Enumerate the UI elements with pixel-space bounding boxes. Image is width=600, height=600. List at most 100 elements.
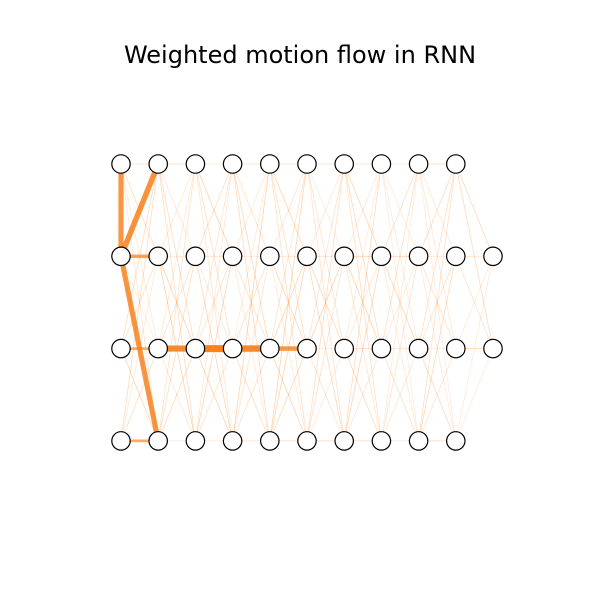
flow-edge bbox=[380, 255, 420, 442]
flow-edge bbox=[269, 255, 308, 350]
flow-edge bbox=[455, 163, 494, 350]
flow-edge bbox=[157, 163, 196, 257]
flow-edge bbox=[418, 255, 457, 442]
flow-edge bbox=[455, 255, 494, 442]
flow-edge bbox=[157, 163, 196, 442]
rnn-node bbox=[297, 338, 317, 359]
flow-edge bbox=[380, 163, 420, 350]
flow-edge bbox=[194, 348, 234, 442]
flow-edge bbox=[269, 163, 308, 442]
rnn-node bbox=[185, 246, 206, 267]
flow-edge bbox=[418, 255, 457, 442]
flow-edge bbox=[380, 163, 420, 442]
rnn-node bbox=[445, 246, 466, 267]
flow-edge bbox=[418, 163, 457, 442]
flow-edge bbox=[418, 163, 457, 350]
flow-edge bbox=[306, 348, 345, 442]
flow-edge bbox=[232, 163, 271, 350]
rnn-node bbox=[185, 431, 206, 451]
flow-edge bbox=[343, 163, 382, 442]
rnn-node bbox=[148, 338, 168, 359]
flow-edge bbox=[306, 348, 345, 442]
flow-edge bbox=[306, 163, 345, 442]
flow-edge bbox=[269, 163, 308, 350]
nodes-layer bbox=[111, 154, 503, 451]
flow-edge bbox=[343, 255, 382, 350]
flow-edge bbox=[232, 255, 271, 350]
flow-edge bbox=[120, 255, 159, 350]
flow-edge bbox=[380, 348, 420, 442]
flow-edge bbox=[194, 163, 234, 350]
rnn-node bbox=[371, 431, 392, 451]
flow-edge bbox=[418, 255, 457, 350]
diagram-title: Weighted motion flow in RNN bbox=[123, 41, 477, 69]
flow-edge bbox=[269, 255, 308, 350]
flow-edge bbox=[269, 163, 308, 257]
rnn-node bbox=[297, 154, 317, 174]
flow-edge bbox=[194, 348, 234, 442]
flow-edge bbox=[157, 163, 196, 257]
flow-edge bbox=[194, 163, 234, 257]
flow-edge bbox=[380, 255, 420, 350]
flow-edge bbox=[380, 163, 420, 257]
flow-edge bbox=[343, 163, 382, 350]
flow-edge bbox=[343, 163, 382, 442]
flow-edge bbox=[343, 255, 382, 442]
flow-edge bbox=[455, 348, 494, 442]
flow-edge bbox=[120, 348, 159, 442]
rnn-node bbox=[259, 431, 280, 451]
rnn-node bbox=[259, 246, 280, 267]
flow-edge bbox=[418, 163, 457, 442]
flow-edge bbox=[232, 163, 271, 257]
rnn-node bbox=[111, 154, 131, 174]
flow-edge bbox=[380, 163, 420, 350]
flow-edge bbox=[120, 163, 159, 442]
rnn-node bbox=[111, 338, 131, 359]
flow-edge bbox=[269, 348, 308, 442]
flow-edge bbox=[343, 163, 382, 257]
flow-edge bbox=[418, 163, 457, 257]
rnn-node bbox=[111, 431, 131, 451]
flow-edge bbox=[194, 163, 234, 257]
flow-edge bbox=[194, 163, 234, 350]
flow-edge bbox=[120, 348, 159, 442]
flow-edge bbox=[343, 255, 382, 350]
rnn-node bbox=[408, 154, 429, 174]
flow-edge bbox=[380, 163, 420, 442]
flow-edge bbox=[306, 163, 345, 257]
rnn-node bbox=[222, 338, 243, 359]
flow-edge bbox=[120, 255, 159, 350]
flow-edge bbox=[418, 163, 457, 257]
flow-edge bbox=[306, 163, 345, 442]
rnn-node bbox=[334, 246, 354, 267]
flow-edge bbox=[455, 255, 494, 350]
rnn-node bbox=[483, 338, 503, 359]
flow-edge bbox=[194, 163, 234, 442]
rnn-node bbox=[148, 431, 168, 451]
rnn-node bbox=[334, 338, 354, 359]
flow-edge bbox=[306, 163, 345, 257]
rnn-node bbox=[259, 154, 280, 174]
rnn-node bbox=[222, 154, 243, 174]
flow-edge bbox=[343, 348, 382, 442]
flow-edge bbox=[343, 348, 382, 442]
rnn-node bbox=[371, 154, 392, 174]
flow-edge bbox=[343, 163, 382, 257]
flow-edge bbox=[157, 163, 196, 442]
flow-edge bbox=[380, 255, 420, 350]
flow-edge bbox=[157, 348, 196, 442]
rnn-node bbox=[222, 246, 243, 267]
flow-edge bbox=[418, 348, 457, 442]
flow-edge bbox=[380, 348, 420, 442]
rnn-node bbox=[371, 246, 392, 267]
flow-edge bbox=[232, 255, 271, 350]
flow-edge bbox=[232, 163, 271, 350]
flow-edge bbox=[157, 163, 196, 350]
edges-layer bbox=[120, 163, 494, 442]
flow-edge bbox=[232, 163, 271, 442]
rnn-node bbox=[222, 431, 243, 451]
flow-edge bbox=[157, 348, 196, 442]
rnn-node bbox=[148, 246, 168, 267]
flow-edge bbox=[343, 255, 382, 442]
flow-edge bbox=[306, 163, 345, 350]
